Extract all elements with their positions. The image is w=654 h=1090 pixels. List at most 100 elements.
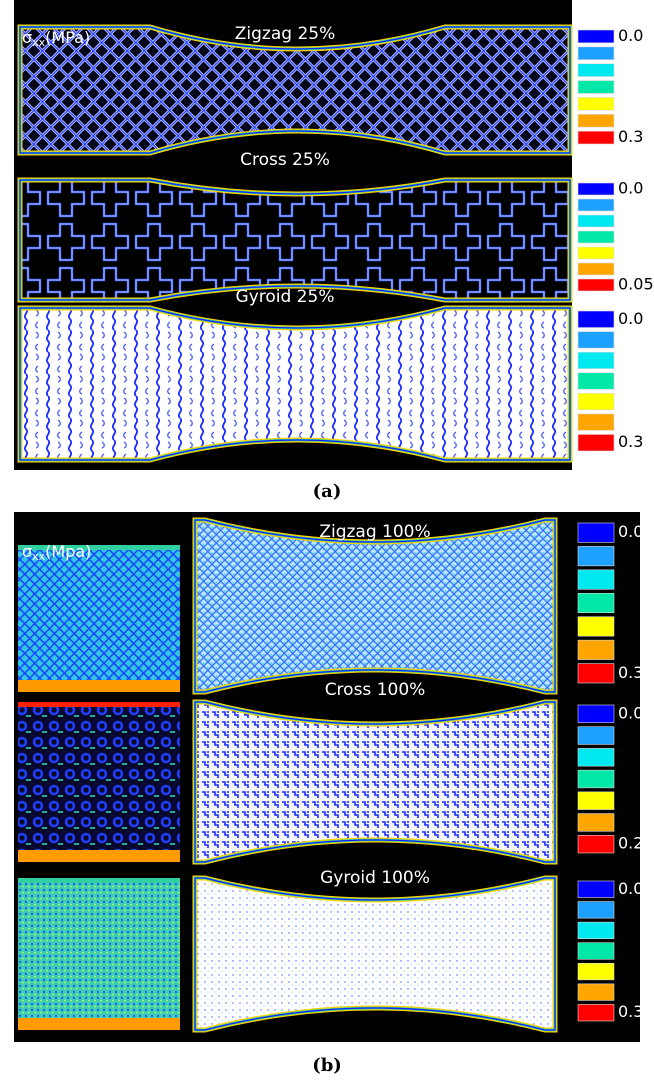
panel: Zigzag 25% 0.0 0.3 Cross 25% 0.0 0.05 Gyroid 2…: [14, 0, 654, 470]
panel: Zigzag 100% 0.0 0.3 Cross 100% 0.0 0.2 Gyroid …: [14, 512, 643, 1042]
color-scale-label: 0.3: [618, 663, 643, 682]
specimen-frame: [19, 307, 571, 461]
color-swatch: [577, 246, 615, 260]
specimen-body: [17, 177, 573, 303]
specimen-body: [192, 699, 558, 865]
color-swatch: [577, 230, 615, 244]
stress-subscript: xx: [32, 550, 46, 563]
panel-label: (a): [313, 481, 342, 502]
specimen-frame: [19, 179, 571, 301]
color-scale-label: 0.0: [618, 309, 643, 328]
color-swatch: [577, 748, 615, 767]
color-scale-label: 0.3: [618, 127, 643, 146]
specimen-frame: [194, 519, 556, 693]
stress-label: σxx(Mpa): [22, 542, 91, 564]
cross-section-edge-top: [18, 878, 180, 883]
color-scale-label: 0.2: [618, 834, 643, 853]
color-scale-label: 0.0: [618, 879, 643, 898]
specimen: Cross 100%: [18, 680, 558, 865]
specimen-body: [17, 305, 573, 463]
color-swatch: [577, 791, 615, 810]
panel-label: (b): [312, 1055, 342, 1076]
specimen-cross-section: [18, 545, 180, 692]
color-scale-label: 0.3: [618, 432, 643, 451]
color-swatch: [577, 983, 615, 1001]
color-swatch: [577, 372, 615, 390]
color-swatch: [577, 130, 615, 145]
specimen-cross-section: [18, 878, 180, 1030]
color-swatch: [577, 834, 615, 854]
color-swatch: [577, 29, 615, 44]
color-swatch: [577, 198, 615, 212]
color-swatch: [577, 663, 615, 684]
color-scale-label: 0.0: [618, 522, 643, 541]
color-swatch: [577, 413, 615, 431]
color-swatch: [577, 522, 615, 543]
stress-label: σxx(MPa): [22, 28, 90, 50]
color-swatch: [577, 592, 615, 614]
color-swatch: [577, 616, 615, 637]
cross-section-edge-top: [18, 702, 180, 707]
color-swatch: [577, 331, 615, 349]
color-scale-label: 0.0: [618, 26, 643, 45]
color-swatch: [577, 63, 615, 77]
color-swatch: [577, 769, 615, 789]
specimen: Zigzag 25%: [17, 24, 573, 156]
color-swatch: [577, 546, 615, 567]
specimen-title: Zigzag 100%: [319, 522, 430, 542]
specimen-frame: [194, 701, 556, 863]
specimen-frame: [19, 26, 571, 154]
specimen-title: Gyroid 100%: [320, 868, 430, 888]
color-swatch: [577, 214, 615, 228]
color-swatch: [577, 80, 615, 94]
color-swatch: [577, 351, 615, 370]
color-swatch: [577, 942, 615, 960]
color-scale: 0.0 0.3: [577, 879, 643, 1022]
cross-section-edge-top: [18, 545, 180, 550]
color-swatch: [577, 880, 615, 898]
stress-unit: (Mpa): [45, 542, 91, 561]
stress-subscript: xx: [32, 36, 46, 49]
stress-symbol: σ: [22, 28, 32, 47]
color-scale-label: 0.0: [618, 703, 643, 722]
specimen-title: Zigzag 25%: [235, 24, 335, 44]
color-swatch: [577, 962, 615, 981]
color-scale-label: 0.3: [618, 1002, 643, 1021]
color-scale-label: 0.0: [618, 179, 643, 198]
color-swatch: [577, 921, 615, 940]
stress-unit: (MPa): [45, 28, 90, 47]
color-swatch: [577, 262, 615, 276]
specimen-cross-section: [18, 702, 180, 862]
specimen: Cross 25%: [17, 150, 573, 303]
color-swatch: [577, 392, 615, 411]
stress-symbol: σ: [22, 542, 32, 561]
color-swatch: [577, 569, 615, 590]
color-swatch: [577, 278, 615, 292]
color-scale: 0.0 0.3: [577, 26, 643, 146]
color-scale: 0.0 0.3: [577, 309, 643, 452]
color-scale: 0.0 0.3: [577, 522, 643, 684]
color-scale-label: 0.05: [618, 275, 654, 294]
color-scale: 0.0 0.05: [577, 179, 654, 294]
color-swatch: [577, 434, 615, 452]
color-swatch: [577, 639, 615, 660]
color-swatch: [577, 46, 615, 61]
color-swatch: [577, 182, 615, 196]
specimen-title: Cross 25%: [240, 150, 330, 170]
specimen: Gyroid 25%: [17, 287, 573, 463]
specimen: Gyroid 100%: [18, 868, 558, 1033]
color-swatch: [577, 310, 615, 328]
specimen-frame: [194, 877, 556, 1031]
cross-section-edge-bottom: [18, 850, 180, 862]
color-swatch: [577, 813, 615, 832]
cross-section-edge-bottom: [18, 680, 180, 692]
specimen-title: Cross 100%: [325, 680, 426, 700]
specimen-body: [192, 517, 558, 695]
color-swatch: [577, 901, 615, 919]
color-swatch: [577, 1004, 615, 1022]
color-swatch: [577, 113, 615, 128]
specimen-title: Gyroid 25%: [236, 287, 335, 307]
specimen: Zigzag 100%: [18, 517, 558, 695]
